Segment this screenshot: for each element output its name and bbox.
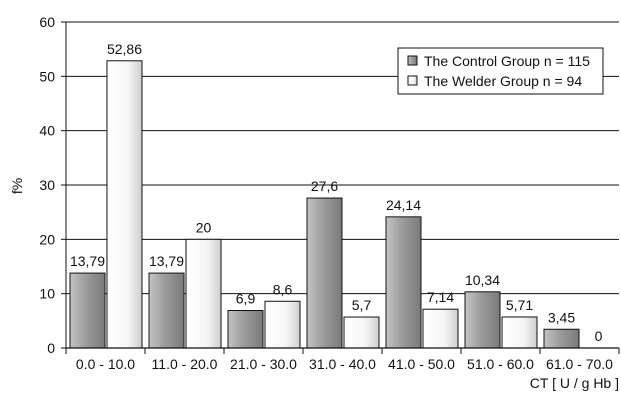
data-labels: 13,79 52,86 13,79 20 6,9 8,6 27,6 5,7 24,14 7,14 1…: [70, 41, 603, 344]
bar-welder: [343, 316, 380, 349]
legend-box: [397, 47, 604, 95]
data-label-control: 13,79: [70, 253, 105, 269]
data-label-welder: 8,6: [273, 281, 293, 297]
bar-welder: [185, 238, 222, 349]
y-tick-label: 30: [39, 177, 55, 193]
data-label-control: 27,6: [311, 178, 338, 194]
data-label-welder: 5,71: [506, 297, 533, 313]
y-axis-title: f%: [9, 178, 25, 194]
bar-welder: [264, 300, 301, 349]
y-tick-label: 50: [39, 68, 55, 84]
legend-swatch-control: [407, 55, 418, 66]
bar-control: [306, 197, 343, 349]
bar-control: [385, 216, 422, 349]
data-label-control: 3,45: [548, 309, 575, 325]
data-label-welder: 52,86: [107, 41, 142, 57]
x-tick-label: 0.0 - 10.0: [76, 356, 135, 372]
bar-control: [543, 328, 580, 349]
legend-label-welder: The Welder Group n = 94: [424, 73, 582, 89]
data-label-welder: 0: [595, 328, 603, 344]
x-tick-label: 21.0 - 30.0: [230, 356, 297, 372]
x-tick-label: 41.0 - 50.0: [388, 356, 455, 372]
x-tick-label: 61.0 - 70.0: [546, 356, 613, 372]
y-axis-ticks: 0 10 20 30 40 50 60: [39, 14, 67, 356]
bar-control: [69, 272, 106, 349]
bar-control: [464, 291, 501, 349]
x-tick-label: 51.0 - 60.0: [467, 356, 534, 372]
data-label-control: 6,9: [236, 291, 256, 307]
legend-swatch-welder: [407, 75, 418, 86]
data-label-welder: 7,14: [427, 289, 454, 305]
bar-welder: [501, 316, 538, 349]
x-axis: 0.0 - 10.0 11.0 - 20.0 21.0 - 30.0 31.0 - 4…: [65, 347, 620, 372]
bar-welder: [422, 308, 459, 349]
data-label-welder: 20: [196, 219, 212, 235]
bar-welder: [106, 60, 143, 349]
bars: [69, 60, 580, 349]
y-tick-label: 10: [39, 286, 55, 302]
x-tick-label: 31.0 - 40.0: [309, 356, 376, 372]
bar-control: [148, 272, 185, 349]
data-label-control: 24,14: [386, 197, 421, 213]
bar-control: [227, 310, 264, 349]
data-label-control: 13,79: [149, 253, 184, 269]
y-tick-label: 60: [39, 14, 55, 30]
data-label-control: 10,34: [465, 272, 500, 288]
x-tick-label: 11.0 - 20.0: [152, 356, 218, 372]
legend-label-control: The Control Group n = 115: [424, 53, 590, 69]
y-tick-label: 0: [47, 340, 55, 356]
x-axis-title: CT [ U / g Hb ]: [530, 375, 619, 391]
y-tick-label: 20: [39, 231, 55, 247]
legend: The Control Group n = 115 The Welder Gro…: [397, 47, 604, 95]
data-label-welder: 5,7: [352, 297, 372, 313]
y-tick-label: 40: [39, 123, 55, 139]
